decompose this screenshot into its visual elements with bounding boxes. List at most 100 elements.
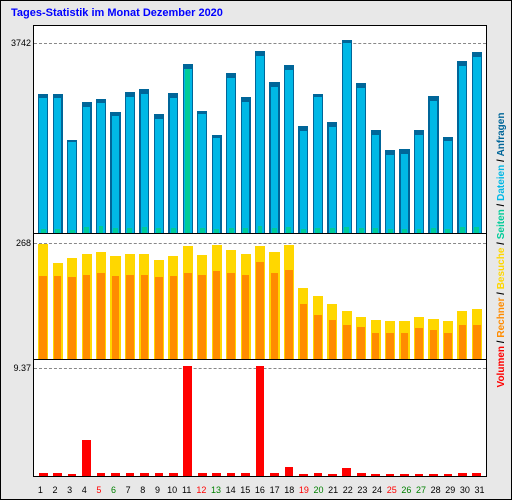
x-tick-label: 5	[92, 485, 107, 495]
bar-stack	[383, 233, 397, 359]
day-slot	[137, 233, 151, 359]
bar-dateien	[170, 98, 178, 233]
day-slot	[36, 26, 50, 233]
day-slot	[267, 359, 281, 476]
bar-seiten	[301, 229, 306, 233]
bar-stack	[354, 233, 368, 359]
x-axis-labels: 1234567891011121314151617181920212223242…	[33, 485, 487, 495]
day-slot	[181, 359, 195, 476]
bar-dateien	[343, 43, 351, 233]
bar-stack	[253, 359, 267, 476]
bar-stack	[267, 26, 281, 233]
bar-volumen	[299, 474, 308, 476]
bar-seiten	[402, 229, 407, 233]
bar-stack	[238, 233, 252, 359]
bar-stack	[368, 233, 382, 359]
bar-volumen	[68, 474, 77, 476]
day-slot	[123, 26, 137, 233]
day-slot	[166, 26, 180, 233]
day-slot	[209, 359, 223, 476]
bar-stack	[195, 233, 209, 359]
day-slot	[195, 26, 209, 233]
bar-stack	[383, 359, 397, 476]
x-tick-label: 21	[326, 485, 341, 495]
x-tick-label: 23	[355, 485, 370, 495]
bar-volumen	[97, 473, 106, 476]
bar-dateien	[444, 141, 452, 233]
bar-volumen	[183, 366, 192, 476]
bar-seiten	[156, 228, 161, 233]
bar-stack	[325, 359, 339, 476]
day-slot	[79, 26, 93, 233]
day-slot	[108, 359, 122, 476]
bar-stack	[152, 233, 166, 359]
bar-rechner	[357, 327, 365, 359]
bar-rechner	[300, 304, 308, 359]
bar-dateien	[213, 138, 221, 233]
bar-stack	[137, 233, 151, 359]
legend-separator: /	[496, 156, 507, 164]
bar-stack	[426, 233, 440, 359]
bar-rechner	[459, 325, 467, 359]
bar-volumen	[169, 473, 178, 476]
day-slot	[36, 359, 50, 476]
bar-stack	[65, 233, 79, 359]
bar-dateien	[329, 127, 337, 233]
bar-seiten	[460, 227, 465, 233]
day-slot	[267, 26, 281, 233]
bar-dateien	[155, 119, 163, 233]
bar-seiten	[41, 229, 46, 233]
bar-dateien	[314, 97, 322, 233]
bar-volumen	[415, 474, 424, 476]
day-slot	[412, 233, 426, 359]
day-slot	[455, 26, 469, 233]
bar-rechner	[97, 273, 105, 359]
bar-volumen	[472, 473, 481, 476]
day-slot	[152, 26, 166, 233]
bar-stack	[166, 359, 180, 476]
bar-stack	[137, 26, 151, 233]
plot-area: 37422689.37	[33, 25, 487, 477]
bar-stack	[36, 26, 50, 233]
bar-dateien	[39, 98, 47, 233]
bar-volumen	[400, 474, 409, 476]
bar-stack	[108, 359, 122, 476]
bar-seiten	[243, 228, 248, 233]
day-slot	[166, 233, 180, 359]
x-tick-label: 16	[253, 485, 268, 495]
bar-dateien	[473, 57, 481, 233]
day-slot	[238, 26, 252, 233]
bar-stack	[209, 359, 223, 476]
bar-rechner	[141, 275, 149, 359]
day-slot	[325, 233, 339, 359]
bar-stack	[94, 26, 108, 233]
x-tick-label: 1	[33, 485, 48, 495]
day-slot	[340, 359, 354, 476]
bar-seiten	[113, 228, 118, 233]
bar-dateien	[227, 78, 235, 234]
day-slot	[296, 26, 310, 233]
day-slot	[108, 26, 122, 233]
day-slot	[368, 26, 382, 233]
day-slot	[311, 26, 325, 233]
chart-container: Tages-Statistik im Monat Dezember 2020 3…	[0, 0, 512, 500]
day-slot	[383, 359, 397, 476]
bar-dateien	[300, 131, 308, 233]
bar-rechner	[198, 275, 206, 359]
bar-stack	[79, 26, 93, 233]
bar-volumen	[285, 467, 294, 476]
day-slot	[181, 233, 195, 359]
bar-volumen	[429, 474, 438, 476]
bar-stack	[455, 26, 469, 233]
x-tick-label: 4	[77, 485, 92, 495]
x-tick-label: 14	[223, 485, 238, 495]
day-slot	[36, 233, 50, 359]
bar-stack	[354, 359, 368, 476]
legend-separator: /	[496, 338, 507, 346]
day-slot	[325, 359, 339, 476]
bar-seiten	[474, 227, 479, 233]
panel-requests: 3742	[34, 26, 486, 234]
day-slot	[340, 233, 354, 359]
bar-stack	[181, 26, 195, 233]
bar-rechner	[285, 270, 293, 359]
